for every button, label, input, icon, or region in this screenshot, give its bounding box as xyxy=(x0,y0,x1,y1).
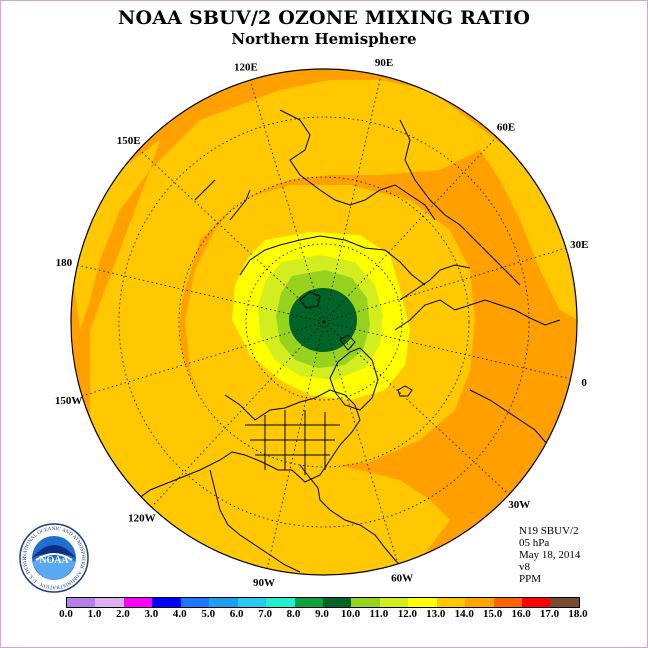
colorbar-cell xyxy=(465,598,494,607)
colorbar-cell xyxy=(522,598,551,607)
info-date: May 18, 2014 xyxy=(519,549,581,561)
longitude-labels: 90E 60E 30E 0 30W 60W 90W 120W 150W 180 150E 120E xyxy=(55,57,589,589)
colorbar-cell xyxy=(436,598,466,607)
colorbar-cell xyxy=(67,598,96,607)
info-satellite: N19 SBUV/2 xyxy=(519,525,579,537)
meridian-line xyxy=(323,75,382,323)
colorbar-label: 12.0 xyxy=(397,608,417,620)
longitude-label: 30W xyxy=(508,499,530,511)
meridian-line xyxy=(81,321,325,397)
meridian-line xyxy=(323,247,567,323)
colorbar-cell xyxy=(493,598,522,607)
colorbar-cell xyxy=(550,598,579,607)
colorbar-label: 0.0 xyxy=(59,608,73,620)
longitude-label: 30E xyxy=(570,239,588,251)
colorbar-label: 8.0 xyxy=(286,608,301,620)
contour-band-9 xyxy=(289,288,357,352)
colorbar-label: 2.0 xyxy=(116,608,130,620)
longitude-label: 150E xyxy=(117,135,141,147)
info-level: 05 hPa xyxy=(519,537,550,549)
colorbar-label: 4.0 xyxy=(172,608,187,620)
longitude-label: 180 xyxy=(56,257,73,269)
meridian-line xyxy=(266,321,325,569)
coastlines xyxy=(94,109,561,573)
contour-band-13 xyxy=(90,80,480,575)
meridian-line xyxy=(77,264,325,323)
meridian-line xyxy=(249,79,325,323)
meridian-line xyxy=(138,149,325,323)
noaa-logo: NATIONAL OCEANIC AND ATMOSPHERIC ADMINIS… xyxy=(18,522,89,593)
meridian-line xyxy=(323,321,571,380)
colorbar-label: 17.0 xyxy=(539,608,560,620)
colorbar-label: 5.0 xyxy=(201,608,216,620)
info-version: v8 xyxy=(519,561,530,573)
longitude-label: 60W xyxy=(391,572,413,584)
latitude-circles xyxy=(118,116,530,528)
colorbar-cell xyxy=(180,598,210,607)
colorbar-label: 15.0 xyxy=(483,608,503,620)
logo-text: NOAA xyxy=(39,555,69,566)
colorbar-label: 7.0 xyxy=(258,608,272,620)
meridian-line xyxy=(151,321,325,508)
colorbar-label: 14.0 xyxy=(454,608,474,620)
longitude-label: 60E xyxy=(497,122,515,134)
longitude-label: 0 xyxy=(581,377,587,389)
colorbar-cell xyxy=(351,598,380,607)
colorbar-label: 16.0 xyxy=(511,608,531,620)
colorbar-label: 3.0 xyxy=(144,608,159,620)
contour-band-13-west xyxy=(72,140,160,330)
colorbar-label: 13.0 xyxy=(426,608,446,620)
longitude-label: 120E xyxy=(234,62,258,74)
longitude-label: 120W xyxy=(128,512,156,524)
colorbar-label: 1.0 xyxy=(87,608,102,620)
colorbar-cell xyxy=(152,598,181,607)
longitude-label: 90W xyxy=(253,577,275,589)
colorbar-labels: 0.0 1.0 2.0 3.0 4.0 5.0 6.0 7.0 8.0 9.0 10.0 11.0 12… xyxy=(48,608,596,622)
longitude-label: 150W xyxy=(55,395,83,407)
longitude-label: 90E xyxy=(375,57,393,69)
colorbar-label: 10.0 xyxy=(340,608,361,620)
colorbar-cell xyxy=(294,598,323,607)
map-subtitle: Northern Hemisphere xyxy=(231,30,417,48)
colorbar xyxy=(66,597,580,608)
meridian-line xyxy=(323,321,510,495)
meridian-line xyxy=(323,321,399,565)
colorbar-cell xyxy=(266,598,295,607)
map-outline xyxy=(70,68,578,576)
info-units: PPM xyxy=(519,573,542,585)
map-title: NOAA SBUV/2 OZONE MIXING RATIO xyxy=(117,7,531,29)
colorbar-cell xyxy=(123,598,153,607)
meridian-line xyxy=(323,136,497,323)
colorbar-cell xyxy=(322,598,352,607)
info-block: N19 SBUV/2 05 hPa May 18, 2014 v8 PPM xyxy=(519,525,639,585)
colorbar-label: 9.0 xyxy=(315,608,329,620)
colorbar-cell xyxy=(209,598,238,607)
colorbar-cell xyxy=(95,598,124,607)
colorbar-cell xyxy=(237,598,267,607)
colorbar-label: 11.0 xyxy=(369,608,389,620)
colorbar-cell xyxy=(408,598,437,607)
colorbar-label: 18.0 xyxy=(568,608,588,620)
colorbar-label: 6.0 xyxy=(229,608,244,620)
colorbar-cell xyxy=(379,598,409,607)
longitude-meridians xyxy=(77,75,571,569)
contour-band-13-east xyxy=(470,120,577,320)
